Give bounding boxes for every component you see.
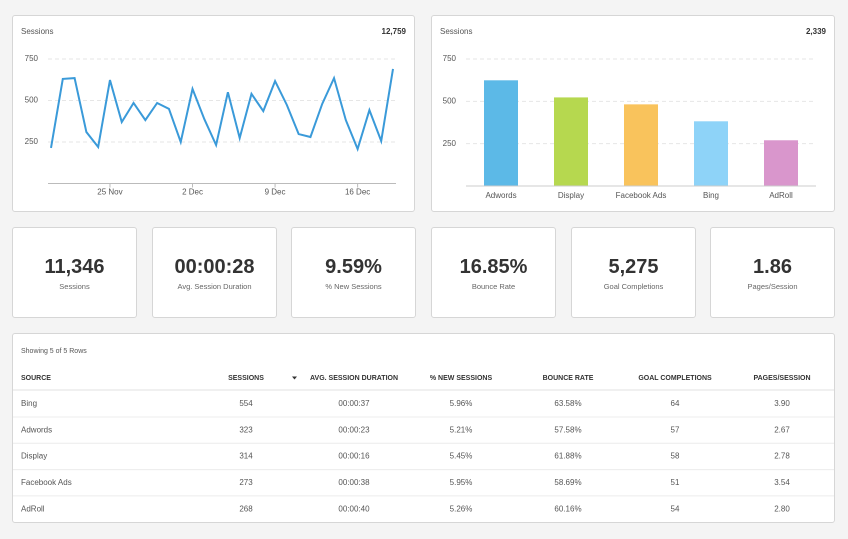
x-tick-label: Bing [703,191,719,200]
x-tick-label: 16 Dec [345,188,370,197]
cell: 2.80 [774,504,790,513]
column-header[interactable]: AVG. SESSION DURATION [310,375,398,382]
kpi-card: 1.86 Pages/Session [710,227,835,318]
cell: 63.58% [554,399,581,408]
x-tick-label: 9 Dec [265,188,286,197]
cell: 5.26% [450,504,473,513]
chart-total: 2,339 [806,27,827,36]
y-tick-label: 500 [443,96,457,105]
sort-arrow [292,376,297,380]
cell: 64 [671,399,680,408]
kpi-value: 1.86 [753,256,792,278]
x-tick-label: Adwords [485,191,516,200]
column-header[interactable]: % NEW SESSIONS [430,375,493,382]
kpi-value: 00:00:28 [174,256,255,278]
bar [764,140,798,186]
y-tick-label: 750 [443,54,457,63]
column-header[interactable]: SOURCE [21,375,51,382]
bar [624,104,658,186]
column-header[interactable]: GOAL COMPLETIONS [638,375,712,382]
cell: 273 [239,478,253,487]
kpi-value: 16.85% [459,256,528,278]
cell: 323 [239,425,253,434]
bar [694,121,728,186]
bar-chart: Sessions 2,339 250 500 750 Adwords Display Face… [440,27,827,200]
kpi-label: % New Sessions [325,282,382,291]
kpi-label: Avg. Session Duration [177,282,252,291]
line [50,68,394,152]
kpi-value: 11,346 [44,256,105,278]
cell: 2.67 [774,425,790,434]
x-tick-label: 25 Nov [97,188,122,197]
table-card: Showing 5 of 5 Rows SOURCE SESSIONS AVG. SE… [12,333,835,523]
cell: 54 [671,504,680,513]
cell: 58.69% [554,478,581,487]
cell: 00:00:38 [338,478,370,487]
table: Showing 5 of 5 Rows SOURCE SESSIONS AVG. SE… [13,348,834,513]
chart-title: Sessions [440,27,472,36]
cell: AdRoll [21,504,45,513]
cell: 61.88% [554,452,581,461]
cell: 3.54 [774,478,790,487]
x-tick-label: 2 Dec [182,188,203,197]
bar-card: Sessions 2,339 250 500 750 Adwords Display Face… [431,15,835,212]
kpi-value: 5,275 [608,256,659,278]
y-tick-label: 250 [25,137,39,146]
cell: Adwords [21,425,52,434]
y-tick-label: 750 [25,54,39,63]
cell: 5.45% [450,452,473,461]
kpi-label: Bounce Rate [471,282,516,291]
cell: 60.16% [554,504,581,513]
cell: 58 [671,452,680,461]
cell: Display [21,452,47,461]
x-tick-label: Facebook Ads [616,191,667,200]
x-tick-label: Display [558,191,584,200]
x-tick-label: AdRoll [769,191,793,200]
cell: 51 [671,478,680,487]
kpi-card: 9.59% % New Sessions [291,227,416,318]
y-tick-label: 500 [25,96,39,105]
cell: 5.21% [450,425,473,434]
kpi-label: Pages/Session [747,282,798,291]
cell: 5.96% [450,399,473,408]
cell: 314 [239,452,253,461]
cell: Bing [21,399,37,408]
kpi-label: Sessions [59,282,90,291]
column-header[interactable]: BOUNCE RATE [543,375,594,382]
cell: 3.90 [774,399,790,408]
cell: 00:00:23 [338,425,370,434]
cell: 00:00:16 [338,452,370,461]
cell: 5.95% [450,478,473,487]
cell: 57.58% [554,425,581,434]
cell: 2.78 [774,452,790,461]
kpi-card: 16.85% Bounce Rate [431,227,556,318]
bar [484,80,518,186]
chart-title: Sessions [21,27,53,36]
cell: Facebook Ads [21,478,72,487]
kpi-label: Goal Completions [603,282,664,291]
column-header[interactable]: PAGES/SESSION [753,375,810,382]
column-header[interactable]: SESSIONS [228,375,264,382]
kpi-value: 9.59% [325,256,382,278]
cell: 00:00:37 [338,399,370,408]
cell: 00:00:40 [338,504,370,513]
kpi-card: 11,346 Sessions [12,227,137,318]
table-caption: Showing 5 of 5 Rows [21,348,87,355]
kpi-card: 00:00:28 Avg. Session Duration [152,227,277,318]
cell: 554 [239,399,253,408]
cell: 57 [671,425,680,434]
kpi-card: 5,275 Goal Completions [571,227,696,318]
cell: 268 [239,504,253,513]
line-card: Sessions 12,759 250 500 750 25 Nov 2 Dec 9 Dec 1… [12,15,415,212]
line-chart: Sessions 12,759 250 500 750 25 Nov 2 Dec 9 Dec 1… [21,27,407,197]
bar [554,97,588,186]
y-tick-label: 250 [443,139,457,148]
chart-total: 12,759 [382,27,407,36]
